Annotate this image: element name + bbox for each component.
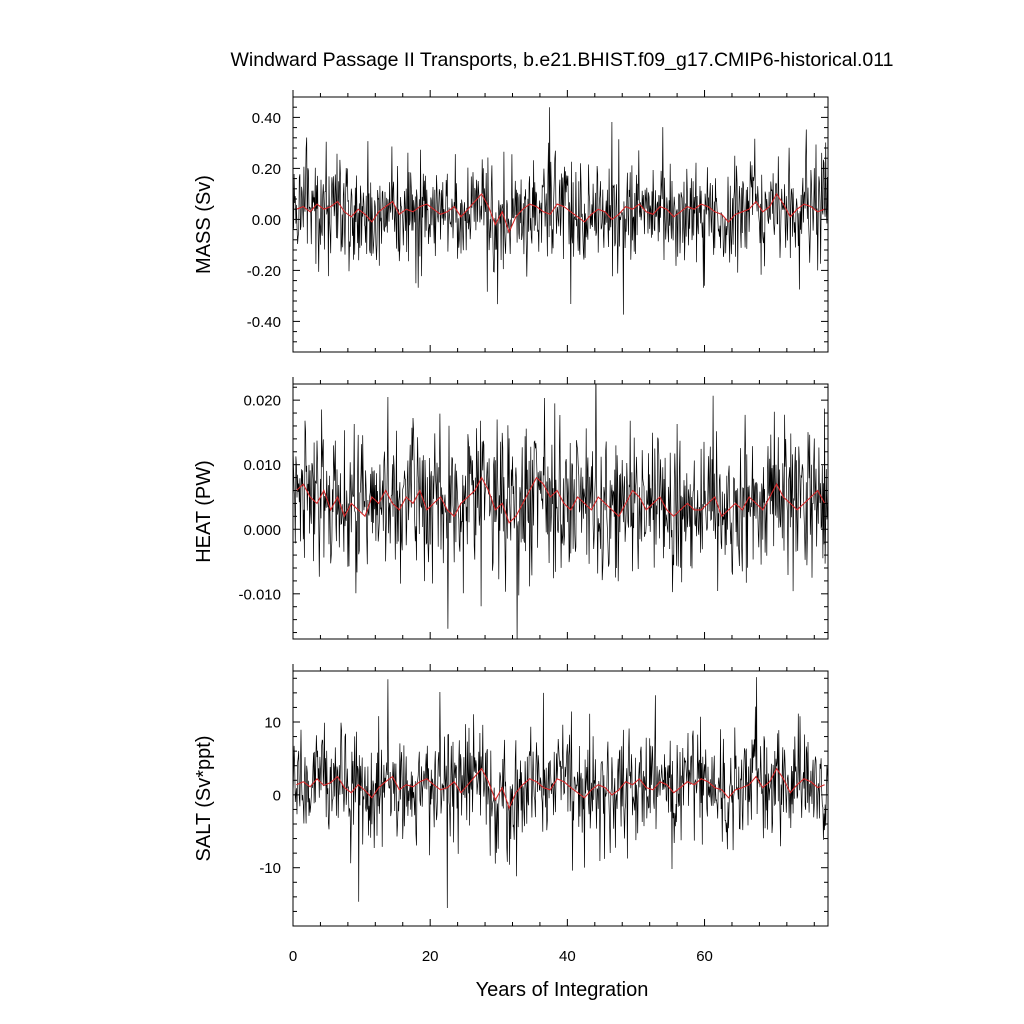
annual-mean-line (296, 767, 825, 810)
monthly-series-line (293, 384, 828, 639)
x-axis-label: Years of Integration (476, 979, 649, 1001)
panel-3: 10 0 -10 SALT (Sv*ppt) 0 20 40 60 (193, 664, 829, 965)
panel-frame (292, 383, 829, 640)
y-axis-label: SALT (Sv*ppt) (193, 736, 215, 862)
y-tick-label: 0 (273, 787, 281, 804)
monthly-series-line (293, 677, 828, 909)
panel-1: 0.40 0.20 0.00 -0.20 -0.40 MASS (Sv) (193, 90, 829, 353)
y-tick-label: 0.20 (252, 161, 281, 178)
y-axis-label: HEAT (PW) (193, 460, 215, 563)
panel-frame (292, 96, 829, 353)
y-tick-label: 0.010 (243, 457, 281, 474)
panels: 0.40 0.20 0.00 -0.20 -0.40 MASS (Sv) 0.020 0.01… (193, 90, 829, 965)
chart-title: Windward Passage II Transports, b.e21.BH… (231, 49, 894, 71)
y-tick-label: 0.40 (252, 110, 281, 127)
x-tick-label: 20 (422, 948, 439, 965)
y-tick-label: -0.010 (238, 586, 281, 603)
panel-frame (292, 670, 829, 927)
annual-mean-line (296, 476, 826, 524)
x-tick-label: 0 (289, 948, 297, 965)
y-tick-label: 10 (264, 715, 281, 732)
y-tick-label: 0.000 (243, 522, 281, 539)
y-tick-label: 0.00 (252, 212, 281, 229)
y-tick-label: -0.20 (247, 263, 281, 280)
panel-2: 0.020 0.010 0.000 -0.010 HEAT (PW) (193, 377, 829, 640)
monthly-series-line (293, 107, 828, 315)
y-tick-label: -10 (259, 860, 281, 877)
y-axis-label: MASS (Sv) (193, 175, 215, 274)
x-tick-label: 40 (559, 948, 576, 965)
x-tick-label: 60 (696, 948, 713, 965)
annual-mean-line (296, 192, 825, 234)
y-tick-label: 0.020 (243, 393, 281, 410)
y-tick-label: -0.40 (247, 314, 281, 331)
